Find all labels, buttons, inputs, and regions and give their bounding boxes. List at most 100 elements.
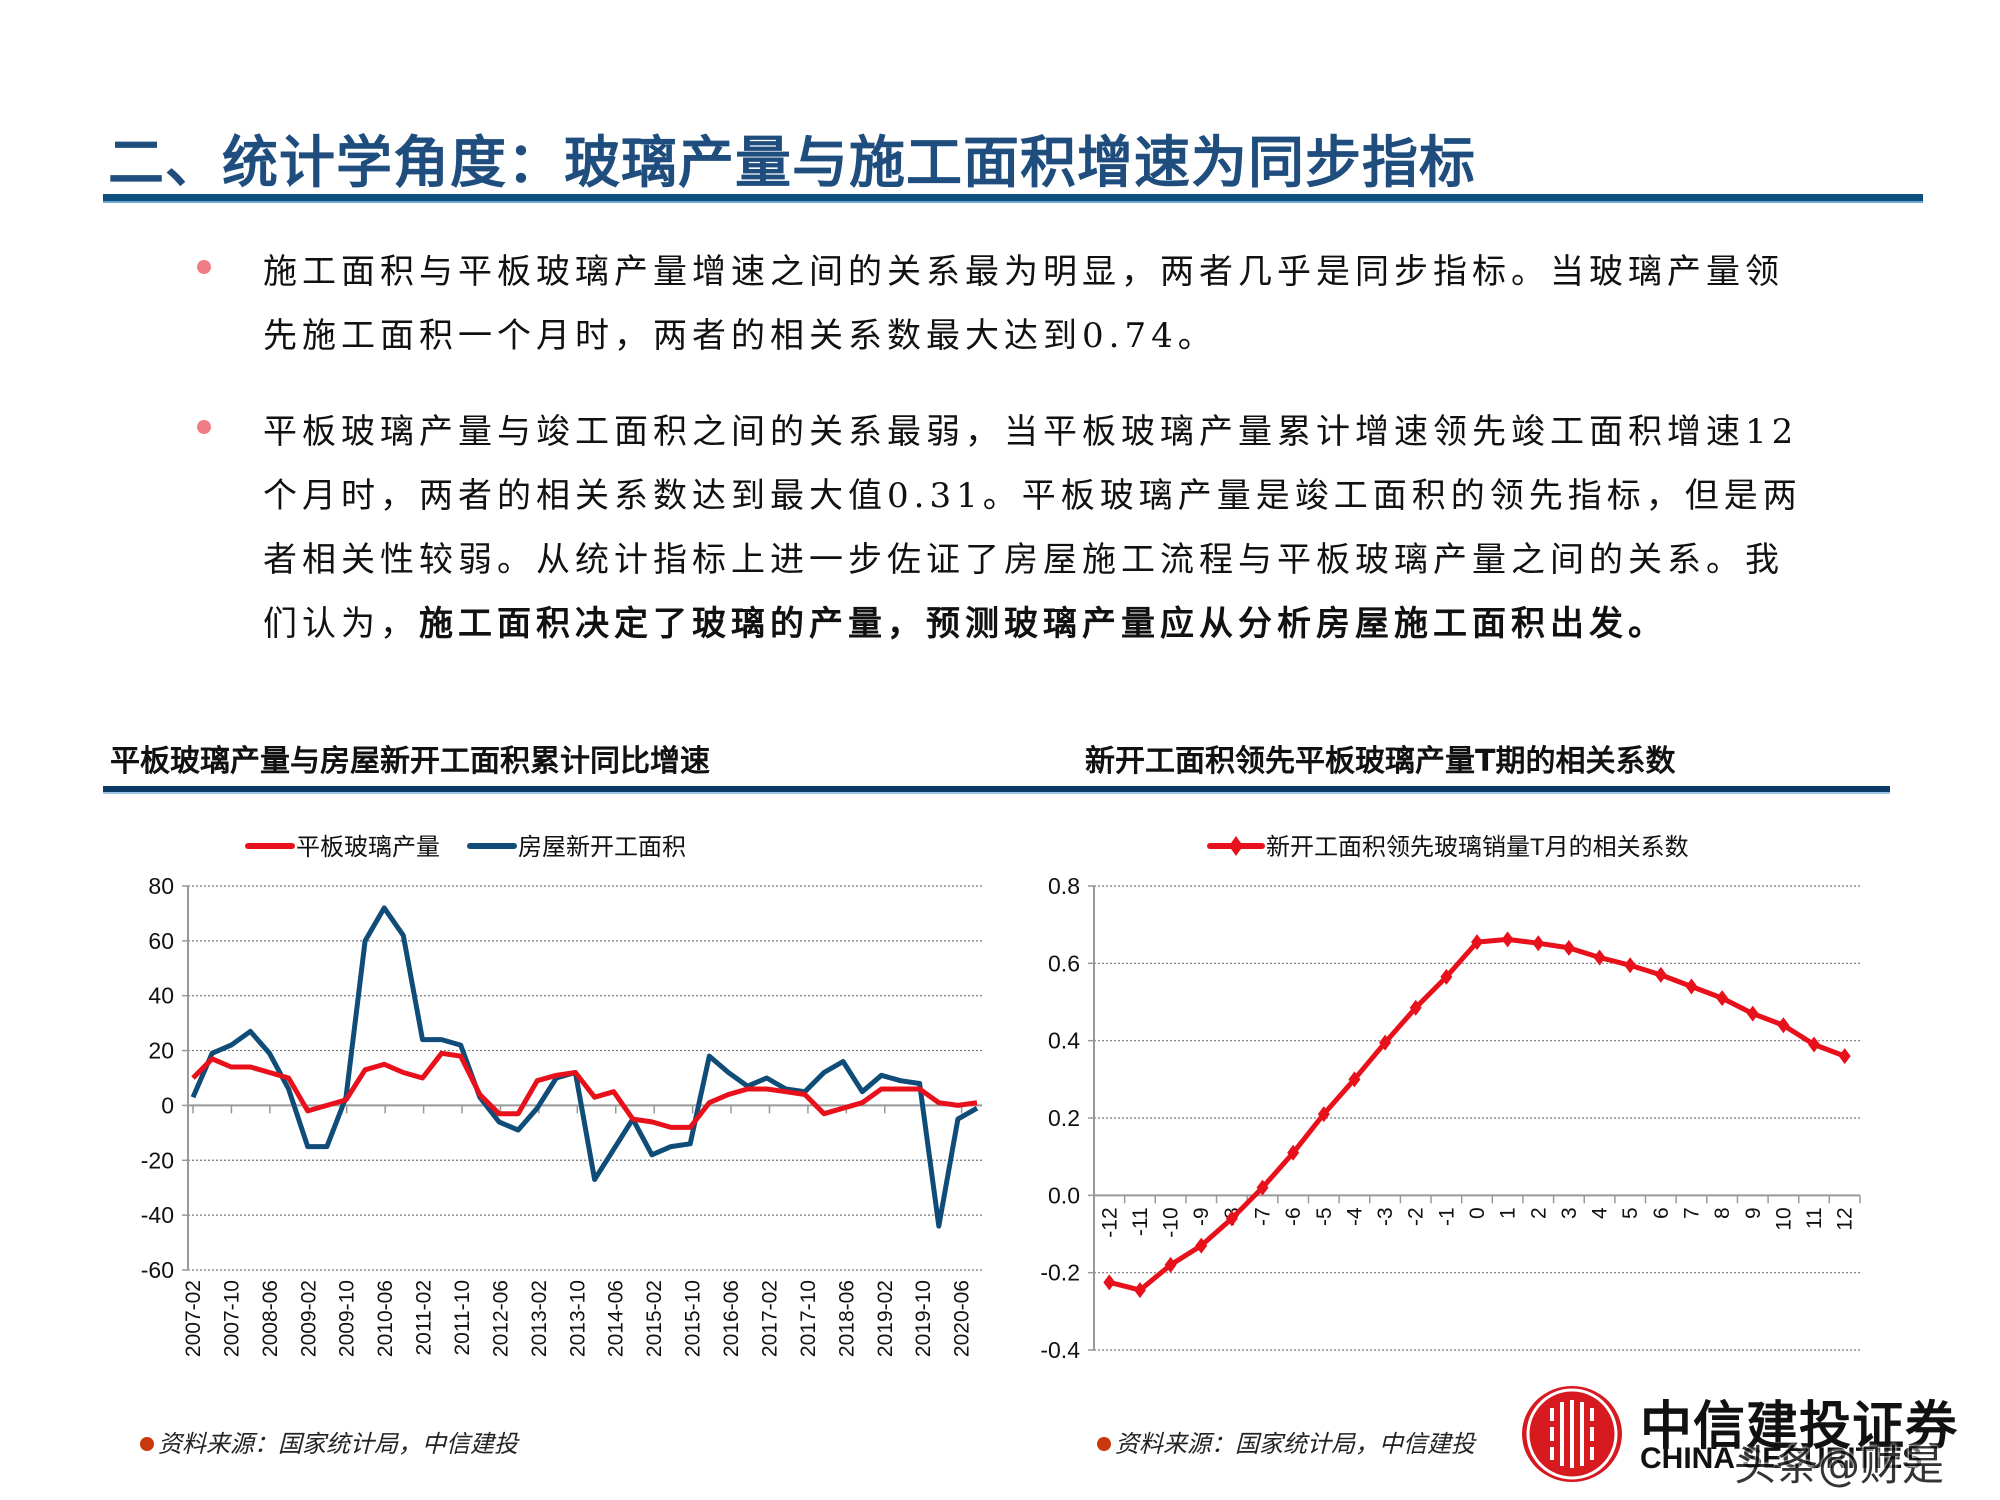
data-point-marker — [1471, 934, 1483, 951]
svg-text:6: 6 — [1650, 1207, 1673, 1219]
left-chart-y-axis: 80 60 40 20 0 -20 -40 -60 — [141, 873, 189, 1283]
bullet-list: 施工面积与平板玻璃产量增速之间的关系最为明显，两者几乎是同步指标。当玻璃产量领先… — [195, 240, 1815, 656]
svg-text:-4: -4 — [1343, 1207, 1366, 1226]
svg-text:2020-06: 2020-06 — [951, 1280, 974, 1357]
svg-text:2013-10: 2013-10 — [566, 1280, 589, 1357]
data-point-marker — [1103, 1274, 1116, 1291]
svg-text:2015-02: 2015-02 — [643, 1280, 666, 1357]
right-chart-y-axis: 0.8 0.6 0.4 0.2 0.0 -0.2 -0.4 — [1040, 873, 1095, 1363]
right-chart-source: 资料来源：国家统计局，中信建投 — [1097, 1424, 1475, 1459]
company-logo: 中信建投证券 CHINA SECURITIES 头条@财是 — [1522, 1380, 1992, 1490]
right-chart-title: 新开工面积领先平板玻璃产量T期的相关系数 — [1085, 744, 1676, 779]
data-point-marker — [1348, 1071, 1361, 1088]
svg-text:2019-02: 2019-02 — [874, 1280, 897, 1357]
bullet-item-2: 平板玻璃产量与竣工面积之间的关系最弱，当平板玻璃产量累计增速领先竣工面积增速12… — [195, 400, 1815, 656]
svg-text:2015-10: 2015-10 — [682, 1280, 705, 1357]
data-point-marker — [1501, 931, 1514, 948]
bullet-item-1: 施工面积与平板玻璃产量增速之间的关系最为明显，两者几乎是同步指标。当玻璃产量领先… — [195, 240, 1815, 368]
data-point-marker — [1562, 939, 1575, 956]
svg-text:7: 7 — [1680, 1207, 1703, 1219]
svg-text:2010-06: 2010-06 — [374, 1280, 397, 1357]
svg-text:-7: -7 — [1252, 1207, 1275, 1226]
svg-text:0.8: 0.8 — [1048, 873, 1080, 899]
svg-text:-60: -60 — [141, 1257, 174, 1283]
svg-text:2007-02: 2007-02 — [182, 1280, 205, 1357]
svg-text:0: 0 — [161, 1092, 174, 1118]
left-chart-source: 资料来源：国家统计局，中信建投 — [140, 1424, 518, 1459]
svg-text:60: 60 — [148, 928, 174, 954]
left-chart-x-axis: 2007-02 2007-10 2008-06 2009-02 2009-10 2010-… — [182, 1104, 982, 1357]
svg-text:20: 20 — [148, 1038, 174, 1064]
data-point-marker — [1777, 1017, 1790, 1034]
svg-text:0.2: 0.2 — [1048, 1105, 1080, 1131]
svg-text:10: 10 — [1772, 1207, 1795, 1230]
page-title: 二、统计学角度：玻璃产量与施工面积增速为同步指标 — [108, 131, 1476, 196]
svg-text:-3: -3 — [1374, 1207, 1397, 1226]
svg-text:2014-06: 2014-06 — [605, 1280, 628, 1357]
svg-text:-1: -1 — [1435, 1207, 1458, 1226]
svg-text:-11: -11 — [1129, 1207, 1152, 1236]
svg-text:9: 9 — [1742, 1207, 1765, 1219]
left-line-chart: 平板玻璃产量 房屋新开工面积 80 60 40 20 0 -20 -40 -60 2007-02… — [141, 834, 982, 1357]
data-point-marker — [1164, 1256, 1177, 1273]
logo-name-cn: 中信建投证券 — [1640, 1397, 1959, 1457]
svg-text:2008-06: 2008-06 — [259, 1280, 282, 1357]
source-text: 资料来源：国家统计局，中信建投 — [1115, 1430, 1475, 1458]
svg-text:2013-02: 2013-02 — [528, 1280, 551, 1357]
svg-text:11: 11 — [1803, 1207, 1826, 1229]
source-dot-icon — [140, 1437, 154, 1451]
data-point-marker — [1593, 949, 1606, 966]
svg-text:-5: -5 — [1313, 1207, 1336, 1226]
right-chart-series — [1103, 931, 1851, 1299]
data-point-marker — [1379, 1034, 1392, 1051]
svg-text:4: 4 — [1589, 1207, 1612, 1219]
left-chart-legend: 平板玻璃产量 房屋新开工面积 — [245, 834, 686, 861]
svg-text:40: 40 — [148, 983, 174, 1009]
left-chart-gridlines — [188, 885, 982, 1271]
svg-text:3: 3 — [1558, 1207, 1581, 1219]
svg-text:-10: -10 — [1160, 1207, 1183, 1237]
svg-text:2007-10: 2007-10 — [220, 1280, 243, 1357]
svg-text:-2: -2 — [1405, 1207, 1428, 1226]
right-chart-legend: 新开工面积领先玻璃销量T月的相关系数 — [1207, 834, 1689, 861]
data-point-marker — [1256, 1179, 1269, 1196]
left-chart-series — [190, 905, 979, 1229]
svg-text:1: 1 — [1497, 1207, 1520, 1219]
svg-text:80: 80 — [148, 873, 174, 899]
data-point-marker — [1133, 1282, 1146, 1299]
legend-label: 房屋新开工面积 — [518, 834, 686, 861]
svg-text:8: 8 — [1711, 1207, 1734, 1219]
svg-text:-0.2: -0.2 — [1040, 1260, 1080, 1286]
data-point-marker — [1195, 1237, 1208, 1254]
svg-text:2011-02: 2011-02 — [413, 1280, 436, 1356]
bullet-dot-icon — [197, 260, 211, 274]
svg-text:-6: -6 — [1282, 1207, 1305, 1226]
svg-text:2018-06: 2018-06 — [835, 1280, 858, 1357]
watermark: 头条@财是 — [1734, 1441, 1945, 1490]
right-chart-gridlines — [1094, 885, 1860, 1351]
svg-text:0.4: 0.4 — [1048, 1028, 1080, 1054]
data-point-marker — [1287, 1144, 1300, 1161]
svg-text:2016-06: 2016-06 — [720, 1280, 743, 1357]
data-point-marker — [1409, 999, 1422, 1016]
svg-text:2: 2 — [1527, 1207, 1550, 1219]
series-line — [191, 1050, 978, 1130]
data-point-marker — [1838, 1048, 1851, 1065]
data-point-marker — [1716, 990, 1729, 1007]
data-point-marker — [1654, 966, 1667, 983]
svg-text:2009-02: 2009-02 — [297, 1280, 320, 1357]
source-text: 资料来源：国家统计局，中信建投 — [158, 1430, 518, 1458]
legend-label: 平板玻璃产量 — [296, 834, 440, 861]
bullet-text-bold: 施工面积决定了玻璃的产量，预测玻璃产量应从分析房屋施工面积出发。 — [419, 604, 1667, 644]
svg-text:2011-10: 2011-10 — [451, 1280, 474, 1356]
data-point-marker — [1440, 968, 1453, 985]
svg-text:2012-06: 2012-06 — [489, 1280, 512, 1357]
data-point-marker — [1532, 935, 1545, 952]
bullet-dot-icon — [197, 420, 211, 434]
left-chart-divider — [103, 786, 1038, 794]
right-line-chart: 新开工面积领先玻璃销量T月的相关系数 0.8 0.6 0.4 0.2 0.0 -0.2 -0… — [1040, 834, 1861, 1363]
data-point-marker — [1746, 1005, 1759, 1022]
svg-text:0.0: 0.0 — [1048, 1182, 1080, 1208]
right-chart-divider — [1038, 786, 1890, 794]
source-dot-icon — [1097, 1437, 1111, 1451]
